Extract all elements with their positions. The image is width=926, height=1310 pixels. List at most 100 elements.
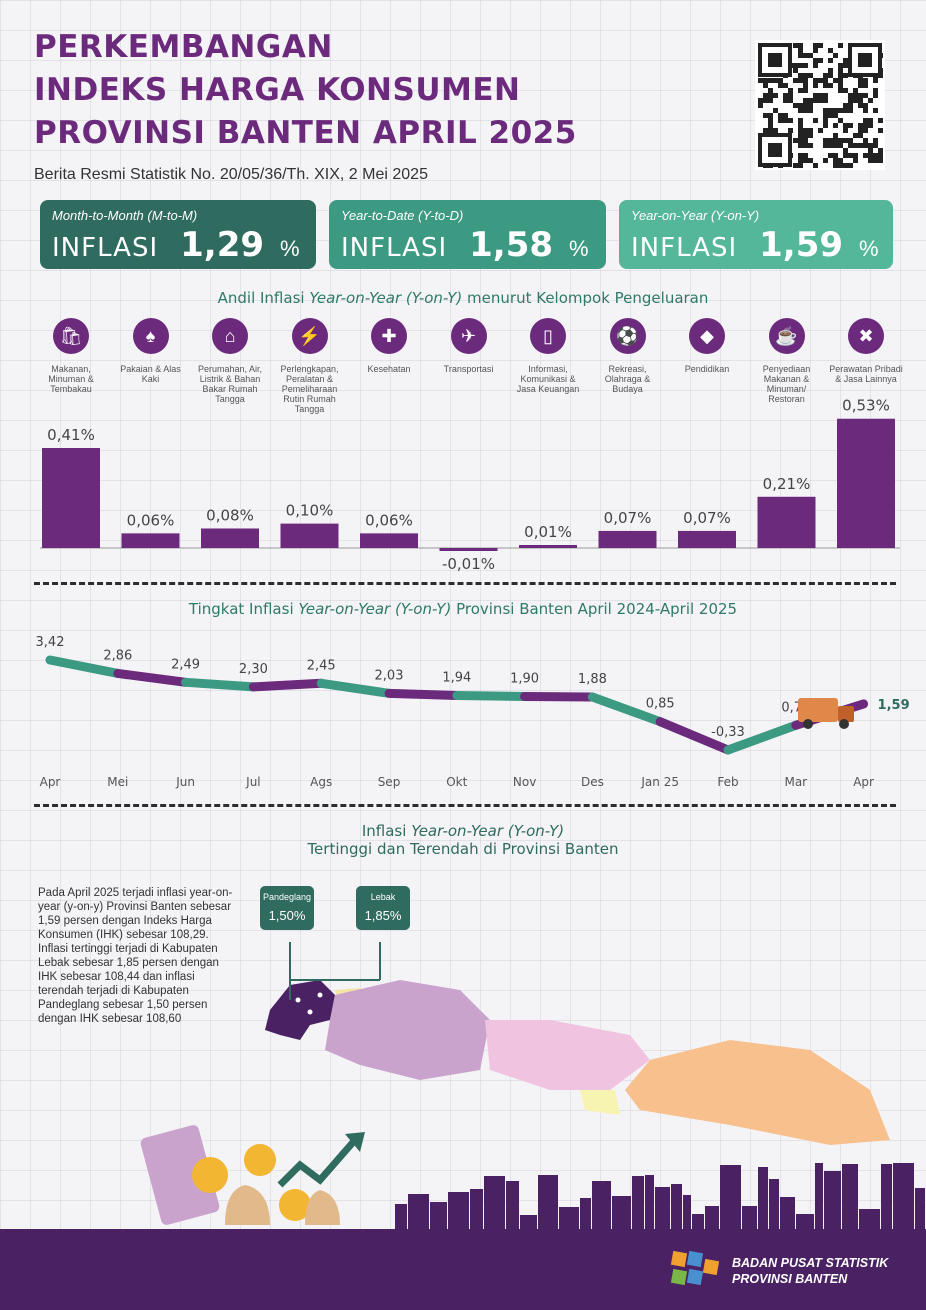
card-unit: % [859,236,879,261]
building [470,1189,483,1230]
category-label: Perlengkapan, Peralatan & Pemeliharaan R… [280,364,339,414]
x-tick-label: Okt [446,775,467,789]
point-value-label: 1,90 [510,671,539,686]
category-column: ⚡ Perlengkapan, Peralatan & Pemeliharaan … [273,318,347,414]
line-segment [587,692,665,727]
callout-value: 1,50% [268,908,306,923]
building [655,1187,670,1230]
bar-chart-title: Andil Inflasi Year-on-Year (Y-on-Y) menu… [217,289,709,307]
west-java-region [325,980,490,1080]
building [758,1167,768,1230]
building [742,1206,757,1230]
building [705,1206,719,1230]
building [796,1214,814,1230]
category-label: Kesehatan [367,364,411,374]
city-dot [317,992,323,998]
card-ytd: Year-to-Date (Y-to-D) INFLASI 1,58% [329,200,606,269]
x-tick-label: Jun [175,775,195,789]
category-column: ⚽ Rekreasi, Olahraga & Budaya [591,318,665,394]
callout-name: Lebak [370,892,396,902]
bar-value-label: 0,06% [365,511,413,529]
card-word: INFLASI [341,233,448,263]
soccer-player-icon: ⚽ [609,318,646,354]
card-value: 1,58 [469,225,554,265]
summary-paragraph: Pada April 2025 terjadi inflasi year-on-… [38,887,233,1025]
bar-value-label: 0,01% [524,523,572,541]
medical-kit-icon: ✚ [371,318,407,354]
grocery-bag-icon: 🛍 [53,318,89,354]
callout-pandeglang: Pandeglang 1,50% [260,886,314,930]
bar [837,418,895,548]
category-column: ♠ Pakaian & Alas Kaki [114,318,188,384]
bar-chart: 0,41% 0,06% 0,08% 0,10% 0,06% -0,01% 0,01% 0,07… [40,397,900,573]
category-column: 🛍 Makanan, Minuman & Tembakau [34,318,108,394]
card-word: INFLASI [631,233,738,263]
coin-icon [244,1144,276,1176]
bar [439,548,498,551]
graduation-cap-icon: ◆ [689,318,725,354]
card-word: INFLASI [52,233,159,263]
growth-arrow-icon [277,1137,358,1188]
bar-value-label: -0,01% [442,555,495,573]
card-value: 1,29 [180,225,265,265]
title-line-1: PERKEMBANGAN [34,29,333,65]
coin-icon [192,1157,228,1193]
x-tick-label: Sep [378,775,401,789]
line-segment [316,678,394,698]
growth-arrow-icon [345,1132,365,1152]
card-value: 1,59 [759,225,844,265]
point-value-label: 2,03 [375,668,404,683]
category-column: ◆ Pendidikan [670,318,744,374]
category-column: ⌂ Perumahan, Air, Listrik & Bahan Bakar R… [193,318,267,404]
x-tick-label: Feb [717,775,738,789]
card-label: Month-to-Month (M-to-M) [52,208,198,223]
callout-lebak: Lebak 1,85% [356,886,410,930]
building [881,1164,892,1230]
card-label: Year-to-Date (Y-to-D) [341,208,464,223]
x-tick-label: Jul [245,775,260,789]
plug-icon: ⚡ [291,318,328,354]
bar [678,530,736,548]
category-label: Pakaian & Alas Kaki [120,364,181,384]
east-java-region [625,1040,890,1145]
building [559,1207,579,1230]
building [430,1202,447,1230]
building [769,1179,779,1230]
city-dot [307,1009,313,1015]
x-tick-label: Mei [107,775,128,789]
title-line-2: INDEKS HARGA KONSUMEN [34,72,521,108]
subtitle: Berita Resmi Statistik No. 20/05/36/Th. … [34,166,428,183]
point-value-label: 2,45 [307,658,336,673]
point-value-label: -0,33 [711,725,745,740]
central-java-region [485,1020,650,1090]
bar-value-label: 0,07% [683,509,731,527]
line-segment [45,655,123,678]
qr-code-icon[interactable] [755,40,885,170]
banten-region [265,980,335,1040]
building [815,1163,823,1230]
building [520,1215,537,1230]
building [448,1192,469,1230]
line-segment [113,668,191,687]
category-column: ✖ Perawatan Pribadi & Jasa Lainnya [829,318,903,384]
line-segment [655,717,733,755]
bar-value-label: 0,41% [47,426,95,444]
building [893,1163,914,1230]
divider [34,582,896,585]
building [408,1194,429,1230]
card-unit: % [280,236,300,261]
building [692,1214,704,1230]
bar [757,496,816,548]
building [538,1175,558,1230]
building [592,1181,611,1230]
point-value-label: 2,86 [103,648,132,663]
airplane-icon: ✈ [450,318,487,354]
category-column: ☕ Penyediaan Makanan & Minuman/ Restoran [750,318,824,404]
bar [201,528,259,548]
building [859,1209,880,1230]
category-label: Rekreasi, Olahraga & Budaya [604,364,651,394]
line-segment [723,720,801,755]
city-dot [295,997,301,1003]
organization-name: BADAN PUSAT STATISTIK PROVINSI BANTEN [732,1256,889,1286]
bar-value-label: 0,10% [286,502,334,520]
